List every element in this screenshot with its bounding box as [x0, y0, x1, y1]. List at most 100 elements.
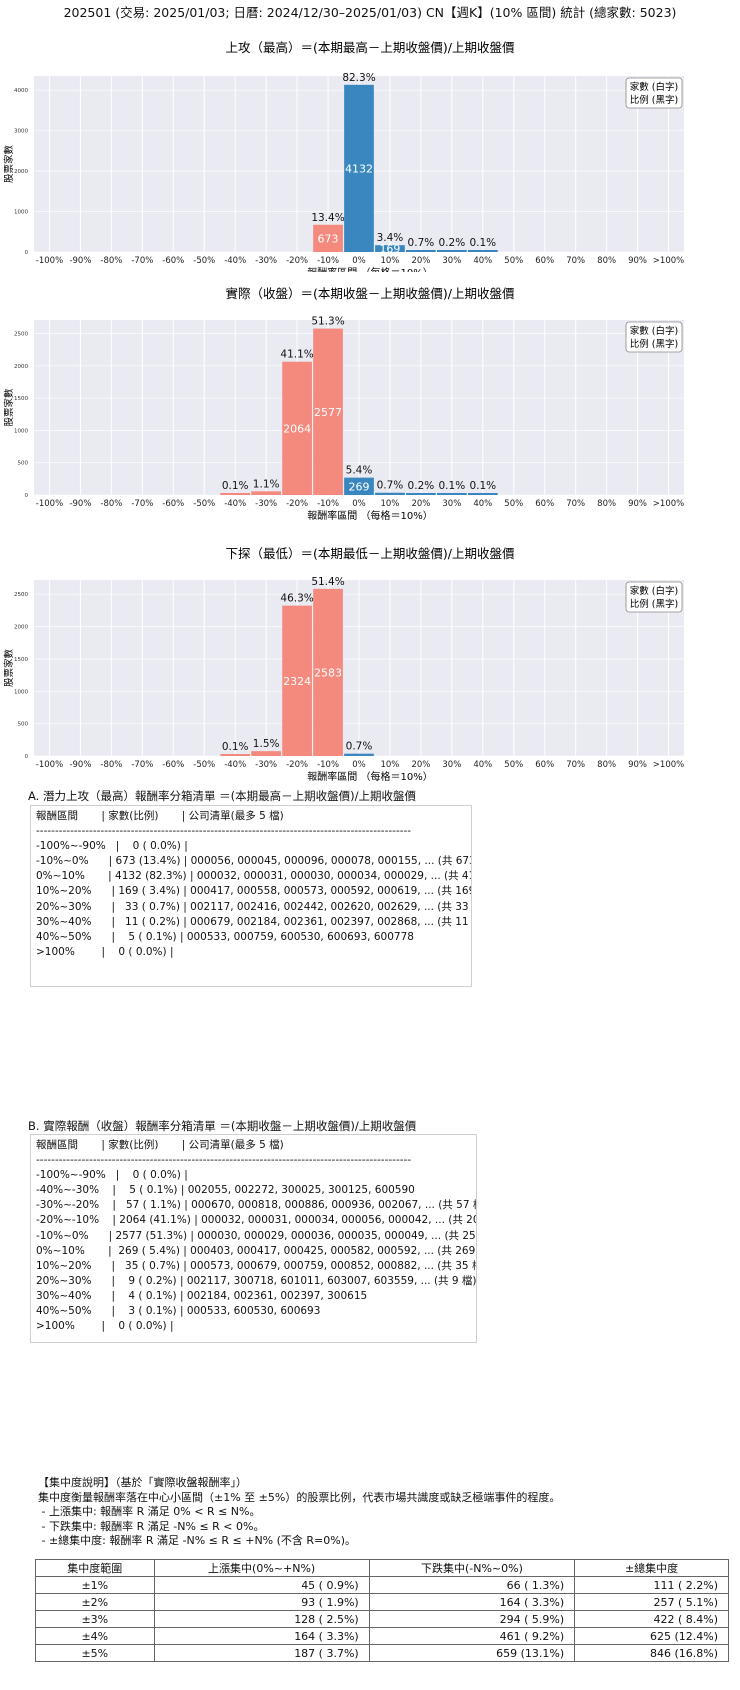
table-header-cell: 上漲集中(0%~+N%): [153, 1559, 370, 1577]
count-label: 169: [379, 243, 400, 256]
bar--10%: [313, 224, 343, 252]
x-tick-label: 60%: [535, 499, 554, 509]
bar--10%: [313, 328, 343, 495]
percent-label: 1.5%: [253, 738, 280, 750]
table-row: ±4% 164 ( 3.3%) 461 ( 9.2%) 625 (12.4%): [35, 1627, 729, 1645]
percent-label: 0.1%: [439, 480, 466, 492]
list-line: 40%~50% | 5 ( 0.1%) | 000533, 000759, 60…: [36, 930, 414, 943]
table-row: ±1% 45 ( 0.9%) 66 ( 1.3%) 111 ( 2.2%): [35, 1576, 729, 1594]
list-line: -10%~0% | 673 (13.4%) | 000056, 000045, …: [36, 855, 472, 868]
legend-entry: 家數 (白字): [630, 81, 678, 93]
y-tick-label: 0: [25, 493, 29, 499]
x-tick-label: 30%: [442, 256, 461, 266]
percent-label: 0.1%: [222, 480, 249, 492]
x-tick-label: -90%: [69, 256, 91, 266]
y-tick-label: 500: [18, 722, 29, 728]
x-tick-label: >100%: [653, 499, 684, 509]
legend-entry: 比例 (黑字): [630, 94, 678, 106]
table-cell: 164 ( 3.3%): [368, 1593, 576, 1611]
x-tick-label: -10%: [317, 256, 339, 266]
x-tick-label: 40%: [473, 499, 492, 509]
x-tick-label: >100%: [653, 760, 684, 770]
table-cell: 93 ( 1.9%): [153, 1593, 370, 1611]
note-line: - 上漲集中: 報酬率 R 滿足 0% < R ≤ N%。: [38, 1505, 261, 1518]
list-a-box: 報酬區間 | 家數(比例) | 公司清單(最多 5 檔) ------------…: [30, 805, 472, 987]
table-cell: 625 (12.4%): [574, 1627, 729, 1645]
y-tick-label: 1500: [14, 396, 28, 402]
main-title: 202501 (交易: 2025/01/03; 日曆: 2024/12/30–2…: [63, 5, 677, 20]
table-cell: 111 ( 2.2%): [574, 1576, 729, 1594]
y-tick-label: 4000: [14, 88, 28, 94]
list-line: 20%~30% | 9 ( 0.2%) | 002117, 300718, 60…: [36, 1274, 477, 1287]
list-line: >100% | 0 ( 0.0%) |: [36, 945, 174, 958]
x-tick-label: 20%: [411, 499, 430, 509]
bar-20%: [406, 250, 436, 252]
list-line: -100%~-90% | 0 ( 0.0%) |: [36, 840, 188, 853]
x-tick-label: 60%: [535, 256, 554, 266]
chart-actual-close: 實際（收盤）＝(本期收盤－上期收盤價)/上期收盤價 0 500 1000 1500 200…: [3, 286, 684, 522]
note-line: - 下跌集中: 報酬率 R 滿足 -N% ≤ R < 0%。: [38, 1519, 265, 1533]
x-tick-label: -20%: [286, 760, 308, 770]
percent-label: 41.1%: [280, 349, 313, 361]
table-cell: 128 ( 2.5%): [153, 1610, 370, 1628]
percent-label: 0.7%: [346, 741, 373, 753]
y-tick-label: 1000: [14, 428, 28, 434]
bar-30%: [437, 250, 467, 252]
x-tick-label: -10%: [317, 760, 339, 770]
x-tick-label: -90%: [69, 760, 91, 770]
bar--30%: [251, 751, 281, 756]
count-label: 2324: [283, 675, 311, 688]
x-tick-label: -80%: [100, 256, 122, 266]
note-line: 集中度衡量報酬率落在中心小區間（±1% 至 ±5%）的股票比例，代表市場共識度或…: [38, 1490, 561, 1504]
list-line: -30%~-20% | 57 ( 1.1%) | 000670, 000818,…: [36, 1199, 477, 1212]
percent-label: 0.7%: [408, 237, 435, 249]
bar-0%: [344, 477, 374, 495]
list-line: ----------------------------------------…: [36, 1154, 412, 1167]
x-tick-label: -50%: [193, 256, 215, 266]
percent-label: 1.1%: [253, 478, 280, 490]
percent-label: 51.4%: [311, 576, 344, 588]
x-tick-label: -100%: [36, 499, 63, 509]
table-cell: 846 (16.8%): [574, 1644, 729, 1662]
table-cell: 257 ( 5.1%): [574, 1593, 729, 1611]
bar-10%: [375, 245, 405, 252]
legend-box: [625, 77, 683, 109]
x-tick-label: 0%: [352, 760, 366, 770]
list-b-box: 報酬區間 | 家數(比例) | 公司清單(最多 5 檔) ------------…: [30, 1134, 477, 1343]
chart-upside-high: 上攻（最高）＝(本期最高－上期收盤價)/上期收盤價 0 1000 2000 3000 40…: [3, 40, 684, 272]
x-tick-label: 30%: [442, 760, 461, 770]
percent-label: 0.2%: [408, 480, 435, 492]
y-tick-label: 1500: [14, 657, 28, 663]
x-tick-label: 50%: [504, 760, 523, 770]
legend-entry: 比例 (黑字): [630, 338, 678, 350]
list-line: -40%~-30% | 5 ( 0.1%) | 002055, 002272, …: [36, 1184, 415, 1197]
x-tick-label: -40%: [224, 499, 246, 509]
x-tick-label: 80%: [597, 256, 616, 266]
y-tick-label: 2500: [14, 592, 28, 598]
x-tick-label: -20%: [286, 499, 308, 509]
x-tick-label: -20%: [286, 256, 308, 266]
x-tick-label: -70%: [131, 760, 153, 770]
x-tick-label: 70%: [566, 760, 585, 770]
y-axis-label: 股票家數: [3, 145, 15, 184]
list-line: 報酬區間 | 家數(比例) | 公司清單(最多 5 檔): [36, 810, 284, 822]
table-cell: 422 ( 8.4%): [574, 1610, 729, 1628]
y-tick-label: 0: [25, 250, 29, 256]
list-line: >100% | 0 ( 0.0%) |: [36, 1320, 174, 1333]
table-cell: 461 ( 9.2%): [368, 1627, 576, 1645]
x-tick-label: 70%: [566, 256, 585, 266]
y-tick-label: 2500: [14, 332, 28, 338]
legend-box: [625, 321, 683, 353]
table-cell: 66 ( 1.3%): [368, 1576, 576, 1594]
percent-label: 0.1%: [222, 741, 249, 753]
legend: 家數 (白字)比例 (黑字): [625, 321, 683, 353]
bar--30%: [251, 491, 281, 495]
x-tick-label: 20%: [411, 760, 430, 770]
bar-30%: [437, 493, 467, 495]
table-row: ±5% 187 ( 3.7%) 659 (13.1%) 846 (16.8%): [35, 1644, 729, 1662]
x-tick-label: -90%: [69, 499, 91, 509]
chart-title: 下探（最低）＝(本期最低－上期收盤價)/上期收盤價: [226, 546, 515, 561]
y-tick-label: 500: [18, 461, 29, 467]
x-axis-label: 報酬率區間 （每格＝10%）: [307, 770, 432, 782]
percent-label: 0.7%: [377, 480, 404, 492]
